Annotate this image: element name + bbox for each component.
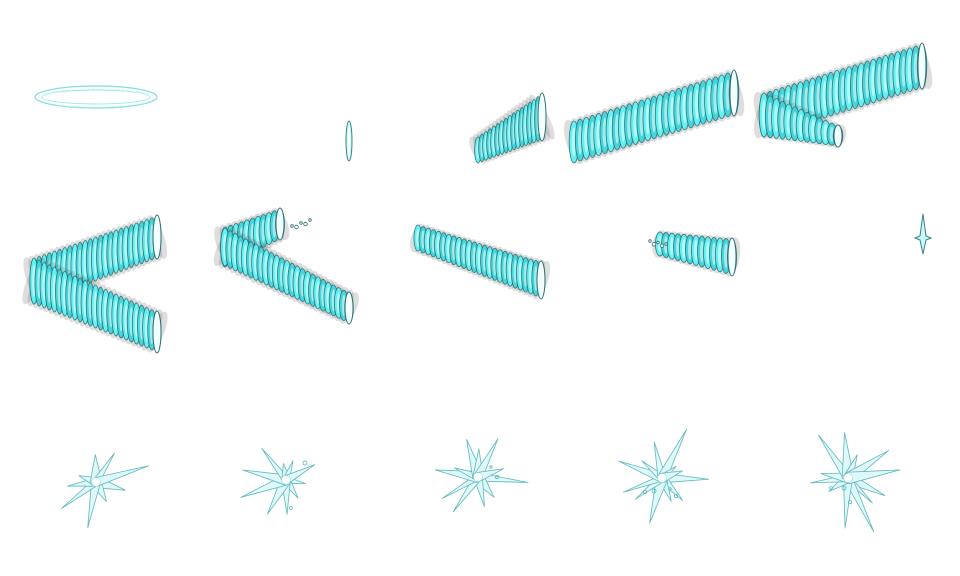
burst-icon	[618, 428, 710, 524]
wave-fade-icon	[648, 230, 741, 277]
burst-icon	[810, 432, 901, 533]
frame-burst-4	[576, 384, 768, 576]
burst-icon	[61, 452, 149, 529]
frame-burst-3	[384, 384, 576, 576]
burst-icon	[435, 438, 529, 513]
frame-burst-2	[192, 384, 384, 576]
spark-effect-icon	[345, 120, 353, 162]
frame-wave-thin	[384, 192, 576, 384]
wave-full-icon	[22, 214, 168, 354]
frame-ring	[0, 0, 192, 192]
frame-trail-hook	[753, 0, 960, 192]
frame-wave-vanish	[768, 192, 960, 384]
frame-trail-short	[384, 0, 576, 192]
ring-effect-icon	[34, 85, 158, 109]
burst-icon	[240, 447, 316, 515]
trail-medium-icon	[563, 69, 745, 165]
wave-thin-icon	[409, 223, 551, 300]
trail-hook-icon	[753, 42, 933, 148]
frame-burst-1	[0, 384, 192, 576]
wave-vanish-icon	[913, 213, 933, 255]
frame-wave-half	[192, 192, 384, 384]
frame-wave-fade	[576, 192, 768, 384]
wave-half-icon	[213, 207, 359, 325]
frame-burst-5	[768, 384, 960, 576]
trail-short-icon	[469, 92, 555, 164]
frame-spark	[192, 0, 384, 192]
frame-wave-full	[0, 192, 192, 384]
frame-trail-medium	[563, 0, 768, 192]
